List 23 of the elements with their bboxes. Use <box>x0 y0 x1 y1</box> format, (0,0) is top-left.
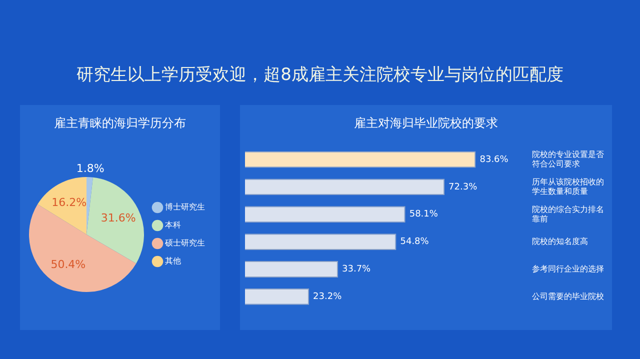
text: 研究生以上学历受欢迎，超8成雇主关注院校专业与岗位的匹配度 <box>76 64 564 86</box>
y-tick-label: 参考同行企业的选择 <box>532 264 604 274</box>
chart-title: 雇主青睐的海归学历分布 <box>53 115 187 132</box>
y-tick-label: 院校的知名度高 <box>532 237 588 246</box>
data-label: 16.2% <box>52 196 87 210</box>
y-tick-label: 历年从该院校招收的学生数量和质量 <box>532 177 604 196</box>
legend-label: 其他 <box>165 256 181 266</box>
data-label: 72.3% <box>448 182 478 192</box>
y-tick-label: 公司需要的毕业院校 <box>532 292 604 301</box>
data-label: 50.4% <box>50 258 86 271</box>
data-label: 54.8% <box>400 237 430 248</box>
data-label: 83.6% <box>480 154 509 165</box>
data-label: 1.8% <box>76 162 104 175</box>
chart-title: 雇主对海归毕业院校的要求 <box>353 115 499 132</box>
data-label: 33.7% <box>342 264 372 275</box>
data-label: 23.2% <box>313 292 342 302</box>
legend-label: 本科 <box>165 220 181 230</box>
y-tick-label: 院校的综合实力排名靠前 <box>532 204 604 224</box>
data-label: 31.6% <box>100 211 136 224</box>
data-label: 58.1% <box>409 210 438 220</box>
legend-label: 硕士研究生 <box>164 238 205 248</box>
legend-label: 博士研究生 <box>165 202 205 212</box>
y-tick-label: 院校的专业设置是否符合公司要求 <box>532 150 604 169</box>
